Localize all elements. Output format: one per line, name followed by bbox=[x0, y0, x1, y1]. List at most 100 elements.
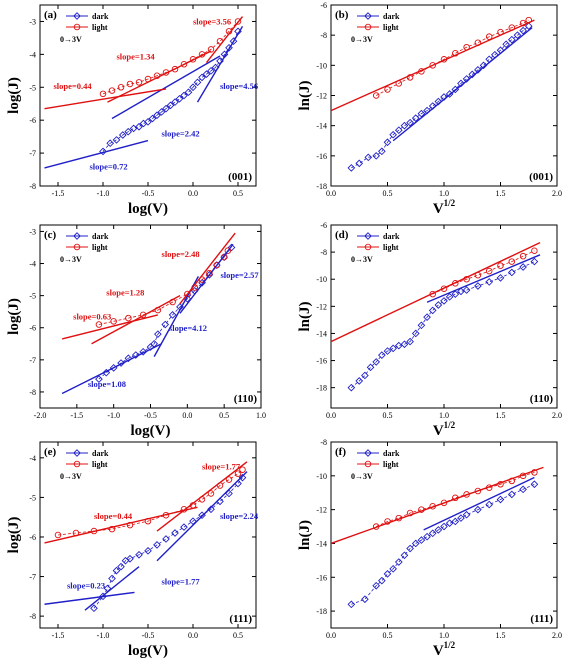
slope-label: slope=2.42 bbox=[162, 129, 200, 139]
chart-panel-3: -2.0 -1.5 -1.0 -0.5 0.0 0.5 1.0 -8 -7 -6 -5 -4 -3 log… bbox=[6, 224, 266, 439]
legend-light-marker bbox=[73, 23, 81, 31]
data-point-dark bbox=[135, 122, 143, 131]
legend-sweep-label: 0→3V bbox=[60, 472, 82, 481]
data-point-dark bbox=[144, 546, 152, 555]
data-point-dark bbox=[496, 274, 505, 282]
slope-label: slope=2.57 bbox=[220, 270, 259, 280]
fit-line-light bbox=[330, 241, 541, 343]
x-axis-title: V1/2 bbox=[433, 420, 456, 439]
data-point-dark bbox=[153, 111, 161, 120]
orientation-label: (001) bbox=[228, 171, 252, 183]
data-point-light bbox=[108, 87, 116, 94]
y-tick-label: -14 bbox=[316, 122, 327, 131]
data-point-dark bbox=[171, 98, 179, 106]
fit-line-light bbox=[330, 19, 535, 112]
data-point-dark bbox=[207, 505, 215, 514]
data-point-dark bbox=[428, 306, 437, 315]
data-point-dark bbox=[428, 529, 437, 538]
data-point-dark bbox=[153, 541, 161, 549]
y-tick-label: -7 bbox=[29, 149, 36, 158]
data-point-dark bbox=[445, 293, 454, 301]
slope-label: slope=3.56 bbox=[193, 17, 231, 27]
slope-label: slope=1.77 bbox=[162, 576, 201, 586]
legend-dark-label: dark bbox=[383, 12, 400, 21]
data-point-dark bbox=[166, 101, 175, 110]
x-tick-label: 0.5 bbox=[383, 631, 393, 640]
series-dark bbox=[347, 22, 533, 172]
x-tick-label: 0.0 bbox=[326, 189, 336, 198]
data-point-dark bbox=[462, 286, 471, 294]
data-point-dark bbox=[378, 147, 386, 156]
y-tick-label: -6 bbox=[320, 1, 327, 10]
data-point-dark bbox=[411, 114, 420, 122]
legend-light-label: light bbox=[92, 460, 108, 469]
fit-line-light bbox=[44, 88, 167, 110]
panel-label: (d) bbox=[335, 229, 349, 241]
y-tick-label: -14 bbox=[316, 539, 327, 548]
slope-label: slope=1.08 bbox=[88, 379, 126, 389]
y-tick-label: -8 bbox=[320, 438, 327, 447]
data-point-dark bbox=[171, 529, 179, 537]
data-point-dark bbox=[502, 40, 510, 49]
data-point-dark bbox=[372, 358, 381, 366]
series-dark bbox=[90, 473, 247, 613]
data-point-dark bbox=[198, 73, 206, 82]
fit-line-light bbox=[205, 16, 244, 64]
data-point-dark bbox=[507, 268, 516, 277]
slope-label: slope=0.23 bbox=[67, 580, 105, 590]
legend-dark-label: dark bbox=[92, 232, 109, 241]
y-tick-label: -6 bbox=[320, 221, 327, 230]
panel-label: (b) bbox=[335, 9, 349, 21]
data-point-dark bbox=[99, 147, 107, 156]
data-point-dark bbox=[378, 351, 386, 359]
data-point-dark bbox=[445, 519, 454, 528]
fit-line-dark bbox=[61, 343, 162, 395]
data-point-dark bbox=[400, 340, 409, 349]
chart-panel-1: -1.5 -1.0 -0.5 0.0 0.5 -8 -7 -6 -5 -4 -3 log(V) log(… bbox=[6, 4, 258, 217]
data-point-dark bbox=[394, 341, 403, 350]
y-axis-title: ln(J) bbox=[297, 80, 313, 110]
data-point-light bbox=[234, 18, 242, 25]
x-tick-label: 0.0 bbox=[188, 189, 198, 198]
data-point-dark bbox=[205, 270, 214, 279]
x-axis-title: log(V) bbox=[128, 201, 168, 217]
legend-light-marker bbox=[73, 460, 81, 468]
fit-line-dark bbox=[44, 139, 149, 169]
legend-light-label: light bbox=[383, 23, 399, 32]
data-point-dark bbox=[519, 485, 527, 494]
data-point-dark bbox=[229, 37, 238, 46]
data-point-light bbox=[110, 318, 117, 325]
data-point-dark bbox=[347, 383, 356, 392]
data-point-dark bbox=[106, 139, 115, 148]
x-tick-label: 0.0 bbox=[326, 631, 336, 640]
data-point-light bbox=[99, 90, 107, 98]
slope-label: slope=0.63 bbox=[73, 312, 111, 322]
y-tick-label: -12 bbox=[316, 506, 327, 515]
legend-light-marker bbox=[364, 460, 372, 468]
data-point-dark bbox=[406, 337, 414, 346]
legend: dark light 0→3V bbox=[351, 232, 400, 264]
y-tick-label: -6 bbox=[29, 116, 36, 125]
data-point-dark bbox=[355, 377, 364, 385]
y-tick-label: -3 bbox=[29, 227, 36, 236]
x-tick-label: -0.5 bbox=[142, 631, 155, 640]
legend-dark-label: dark bbox=[92, 449, 109, 458]
data-point-dark bbox=[485, 278, 494, 286]
data-point-dark bbox=[154, 330, 162, 338]
y-tick-label: -5 bbox=[29, 83, 36, 92]
data-point-light bbox=[508, 258, 516, 265]
data-point-dark bbox=[530, 257, 539, 266]
plot-frame bbox=[330, 224, 558, 409]
series-light bbox=[429, 247, 538, 298]
data-point-dark bbox=[389, 130, 397, 139]
series-dark bbox=[347, 480, 539, 609]
data-point-light bbox=[117, 84, 125, 91]
fit-line-dark bbox=[44, 591, 135, 605]
data-point-dark bbox=[394, 558, 403, 566]
data-point-dark bbox=[95, 375, 103, 383]
panel-label: (e) bbox=[44, 446, 57, 458]
y-tick-label: -10 bbox=[316, 61, 327, 70]
x-tick-label: 0.0 bbox=[326, 411, 336, 420]
y-tick-label: -10 bbox=[316, 275, 327, 284]
x-tick-label: -1.5 bbox=[52, 189, 65, 198]
